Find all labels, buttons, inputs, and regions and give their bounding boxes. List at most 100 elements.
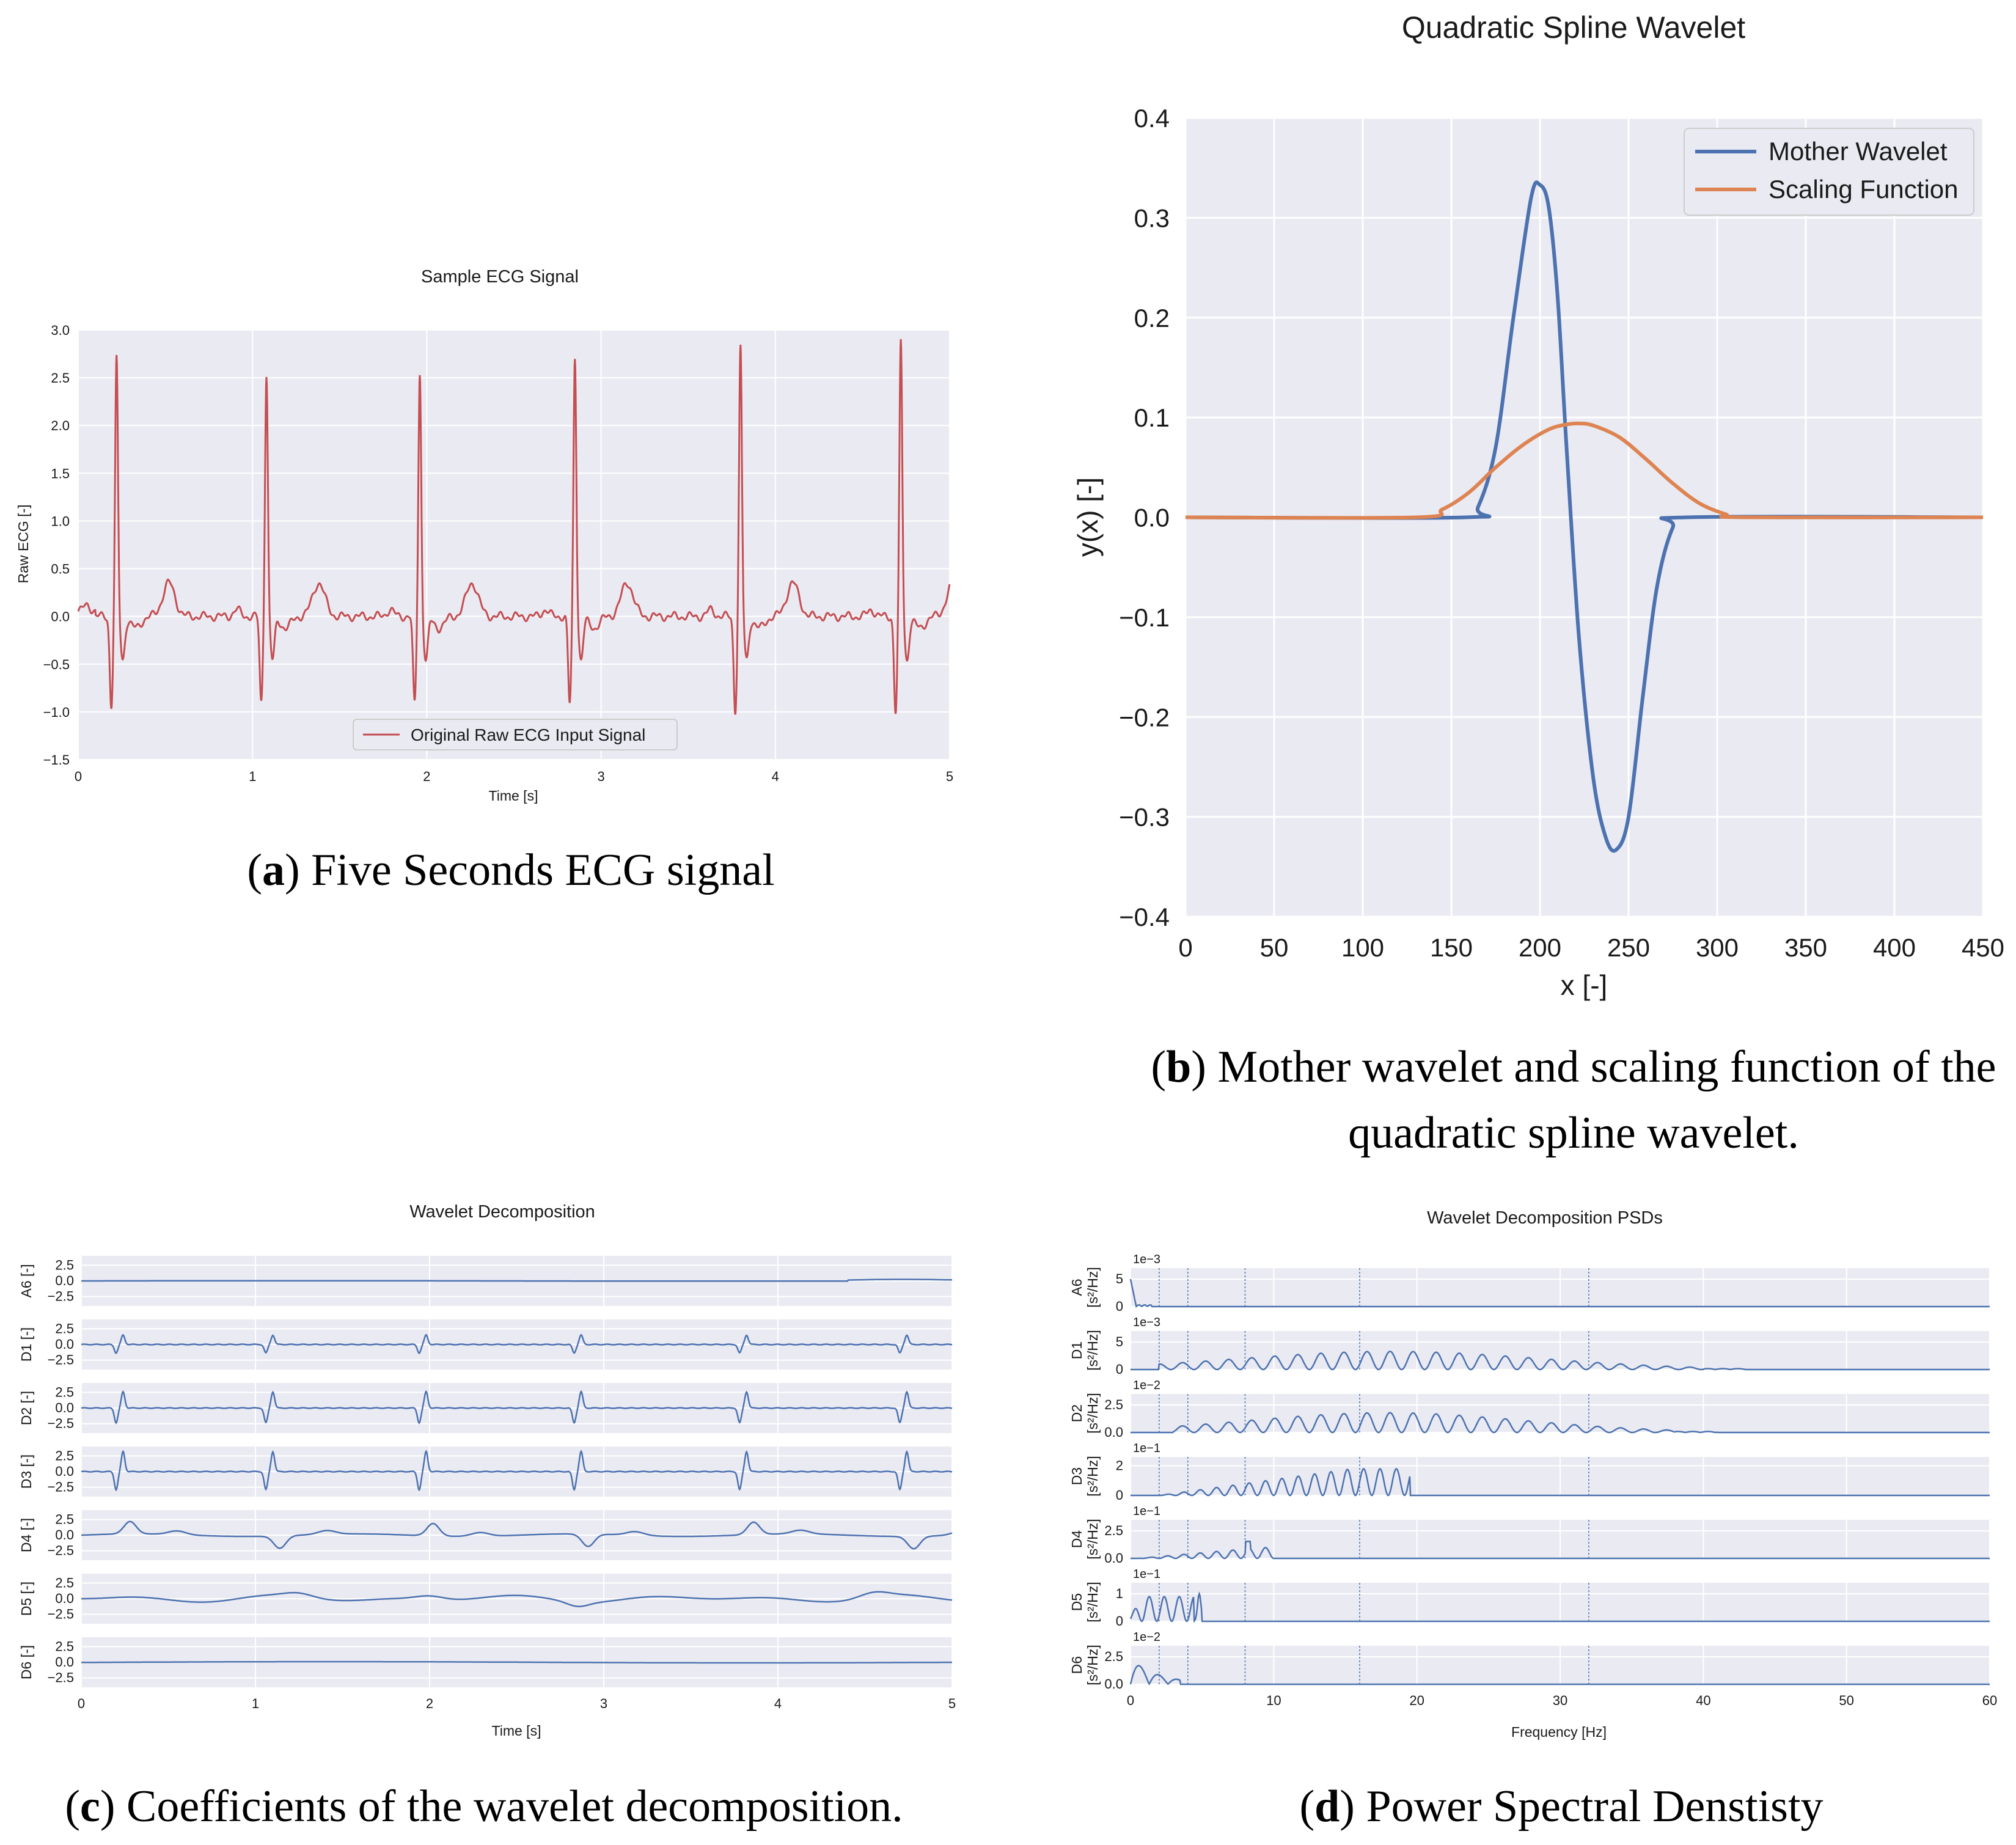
- caption-a: (a) Five Seconds ECG signal: [247, 845, 774, 895]
- ecg-y-tick: −1.5: [43, 752, 70, 768]
- caption-d-text: Power Spectral Denstisty: [1366, 1781, 1823, 1832]
- psd-x-axis-label: Frequency [Hz]: [1511, 1724, 1607, 1740]
- psd-y-tick: 2.5: [1104, 1523, 1123, 1538]
- wavelet-y-tick: −0.3: [1119, 803, 1170, 832]
- decomposition-row: 2.50.0−2.5 D4 [-]: [18, 1510, 953, 1560]
- decomposition-x-tick: 0: [78, 1696, 85, 1711]
- ecg-y-tick: 1.0: [51, 513, 70, 529]
- psd-series-line: [1129, 1591, 1990, 1623]
- wavelet-y-axis-label: y(x) [-]: [1072, 477, 1104, 557]
- psd-row-offset: 1e−2: [1133, 1379, 1160, 1392]
- psd-x-tick: 50: [1839, 1693, 1853, 1708]
- caption-d: (d) Power Spectral Denstisty: [1299, 1781, 1823, 1832]
- psd-row-unit: [s²/Hz]: [1085, 1456, 1101, 1496]
- decomposition-y-tick: −2.5: [48, 1352, 74, 1368]
- ecg-x-tick: 2: [423, 769, 430, 784]
- wavelet-series-mother: [1185, 180, 1984, 853]
- wavelet-x-tick: 150: [1430, 933, 1473, 962]
- ecg-x-tick: 4: [772, 769, 779, 784]
- psd-y-tick: 2.5: [1104, 1649, 1123, 1664]
- decomposition-y-tick: 0.0: [55, 1273, 74, 1288]
- decomposition-row-label: D6 [-]: [18, 1645, 34, 1679]
- decomposition-rows: 2.50.0−2.5A6 [-]2.50.0−2.5D1 [-]2.50.0−2…: [18, 1256, 953, 1687]
- psd-row-label: A6: [1069, 1278, 1085, 1296]
- psd-y-tick: 0: [1116, 1362, 1123, 1377]
- panel-wavelet-chart: Quadratic Spline Wavelet 0 50 100 150 200 250…: [1072, 10, 2004, 1001]
- decomposition-x-tick: 1: [252, 1696, 259, 1711]
- wavelet-ticks: 0 50 100 150 200 250 300 350 400 450 0.4 0.3 0.2 0.1 0…: [1119, 104, 2004, 962]
- decomposition-row-label: A6 [-]: [18, 1264, 34, 1298]
- caption-c-text: Coefficients of the wavelet decompositio…: [126, 1781, 903, 1832]
- psd-row: 2.5 0.0 1e−2 D2 [s²/Hz]: [1069, 1379, 1990, 1440]
- decomposition-y-tick: −2.5: [48, 1607, 74, 1622]
- psd-row-label: D4: [1069, 1530, 1085, 1549]
- ecg-x-tick: 1: [249, 769, 256, 784]
- psd-x-tick: 30: [1553, 1693, 1567, 1708]
- psd-x-tick: 40: [1696, 1693, 1710, 1708]
- wavelet-y-tick: 0.3: [1134, 204, 1170, 232]
- psd-series-line: [1131, 1351, 1990, 1371]
- ecg-legend: Original Raw ECG Input Signal: [353, 719, 678, 750]
- caption-c-label: c: [80, 1781, 100, 1832]
- ecg-ticks: 0 1 2 3 4 5 3.0 2.5 2.0 1.5 1.0 0.5 0.0 −0.5 −1.0 −1.5: [43, 323, 954, 784]
- decomposition-row: 2.50.0−2.5 D1 [-]: [18, 1319, 953, 1370]
- wavelet-y-tick: 0.4: [1134, 104, 1170, 133]
- ecg-y-tick: −1.0: [43, 705, 70, 720]
- ecg-x-tick: 0: [75, 769, 82, 784]
- decomposition-y-tick: 2.5: [55, 1384, 74, 1399]
- decomposition-row-label: D3 [-]: [18, 1454, 34, 1489]
- wavelet-y-tick: −0.2: [1119, 703, 1170, 732]
- caption-b-line1: (b) Mother wavelet and scaling function …: [1151, 1042, 1996, 1092]
- decomposition-chart-title: Wavelet Decomposition: [409, 1202, 595, 1222]
- psd-x-ticks: 0 10 20 30 40 50 60: [1127, 1693, 1997, 1708]
- decomposition-series-line: [81, 1278, 952, 1282]
- psd-y-tick: 1: [1116, 1586, 1123, 1601]
- wavelet-y-tick: 0.1: [1134, 403, 1170, 432]
- decomposition-row-label: D1 [-]: [18, 1327, 34, 1362]
- wavelet-y-tick: −0.1: [1119, 603, 1170, 632]
- decomposition-row: 2.50.0−2.5 D3 [-]: [18, 1447, 953, 1497]
- decomposition-row-label: D4 [-]: [18, 1518, 34, 1552]
- psd-row: 2.5 0.0 1e−2 D6 [s²/Hz]: [1069, 1630, 1990, 1692]
- psd-row: 2.5 0.0 1e−1 D4 [s²/Hz]: [1069, 1505, 1990, 1566]
- psd-y-tick: 0.0: [1104, 1676, 1123, 1692]
- wavelet-y-tick: 0.2: [1134, 304, 1170, 332]
- decomposition-x-ticks: 0 1 2 3 4 5: [78, 1696, 956, 1711]
- psd-row-offset: 1e−1: [1133, 1505, 1160, 1518]
- ecg-y-tick: 1.5: [51, 466, 70, 481]
- psd-row-offset: 1e−1: [1133, 1568, 1160, 1581]
- caption-b-label: b: [1166, 1042, 1191, 1092]
- ecg-y-tick: 3.0: [51, 323, 70, 338]
- psd-series-line: [1131, 1467, 1990, 1497]
- psd-y-tick: 0: [1116, 1487, 1123, 1503]
- wavelet-x-tick: 200: [1519, 933, 1561, 962]
- wavelet-x-axis-label: x [-]: [1561, 969, 1608, 1001]
- psd-series-line: [1129, 1278, 1990, 1308]
- psd-row-label: D1: [1069, 1341, 1085, 1359]
- psd-chart-title: Wavelet Decomposition PSDs: [1427, 1208, 1663, 1228]
- decomposition-y-tick: −2.5: [48, 1480, 74, 1495]
- ecg-y-tick: 2.5: [51, 370, 70, 386]
- wavelet-x-tick: 450: [1962, 933, 2004, 962]
- psd-row: 5 0 1e−3 A6 [s²/Hz]: [1069, 1253, 1990, 1314]
- psd-y-tick: 0.0: [1104, 1550, 1123, 1566]
- psd-row-unit: [s²/Hz]: [1085, 1393, 1101, 1433]
- psd-series-line: [1131, 1541, 1990, 1560]
- decomposition-y-tick: −2.5: [48, 1543, 74, 1558]
- decomposition-x-tick: 5: [948, 1696, 956, 1711]
- psd-y-tick: 5: [1116, 1334, 1123, 1349]
- wavelet-legend-label-mother: Mother Wavelet: [1769, 137, 1948, 166]
- ecg-legend-box: [353, 719, 678, 750]
- decomposition-series-line: [81, 1591, 953, 1607]
- psd-y-tick: 5: [1116, 1271, 1123, 1286]
- psd-x-tick: 60: [1982, 1693, 1997, 1708]
- psd-row-label: D3: [1069, 1467, 1085, 1485]
- caption-b-text1: Mother wavelet and scaling function of t…: [1217, 1042, 1996, 1092]
- psd-row-label: D6: [1069, 1656, 1085, 1674]
- decomposition-row: 2.50.0−2.5 A6 [-]: [18, 1256, 953, 1306]
- decomposition-y-tick: 0.0: [55, 1654, 74, 1670]
- decomposition-y-tick: 2.5: [55, 1257, 74, 1272]
- decomposition-series-line: [81, 1520, 953, 1550]
